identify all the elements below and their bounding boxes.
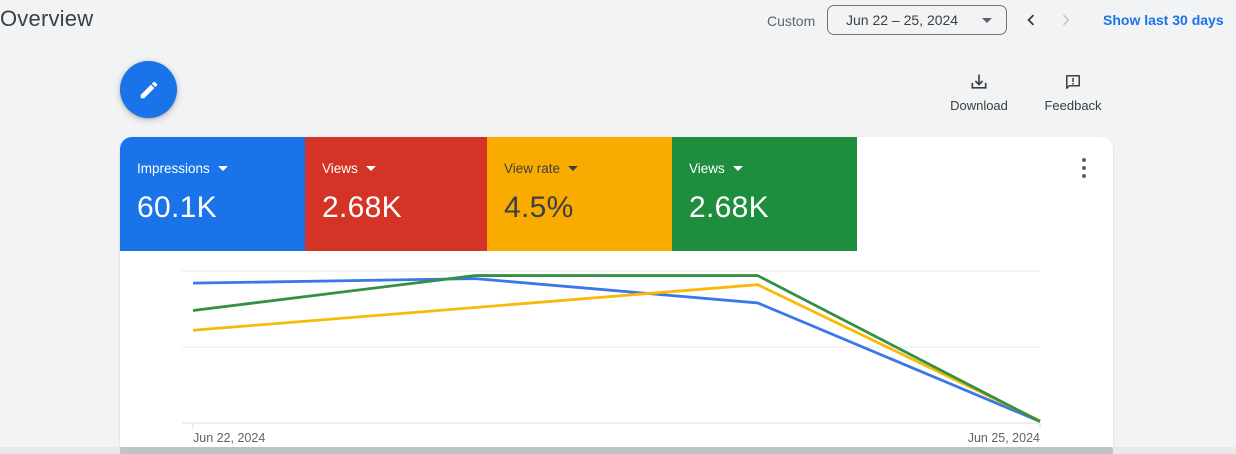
chevron-down-icon (568, 166, 579, 171)
metric-label: Views (689, 161, 725, 176)
chart-line-impressions (192, 277, 1041, 423)
chevron-down-icon (217, 166, 228, 171)
metric-dropdown-views-2[interactable]: Views (689, 161, 743, 176)
date-range-dropdown[interactable]: Jun 22 – 25, 2024 (827, 5, 1007, 35)
download-button[interactable]: Download (937, 66, 1021, 113)
page-title: Overview (0, 6, 94, 31)
metric-value: 4.5% (504, 191, 574, 224)
show-last-30-days-link[interactable]: Show last 30 days (1103, 12, 1224, 28)
metric-dropdown-view-rate[interactable]: View rate (504, 161, 579, 176)
edit-fab-button[interactable] (120, 61, 177, 118)
chart-line-views (192, 274, 1041, 423)
chevron-down-icon (732, 166, 743, 171)
metric-label: Views (322, 161, 358, 176)
pencil-icon (140, 81, 157, 98)
metric-card-views-2[interactable]: Views 2.68K (672, 137, 857, 251)
date-mode-label: Custom (767, 13, 816, 29)
download-icon (971, 74, 987, 89)
metric-value: 60.1K (137, 191, 217, 224)
chevron-left-icon (1027, 14, 1035, 26)
horizontal-scrollbar[interactable] (120, 447, 1113, 454)
chart-line-view-rate (192, 283, 1041, 422)
feedback-label: Feedback (1044, 98, 1102, 113)
next-date-range-button (1053, 7, 1079, 33)
overview-report-card: Impressions 60.1K Views 2.68K View rate … (120, 137, 1113, 447)
chevron-down-icon (982, 17, 992, 23)
metric-card-views[interactable]: Views 2.68K (305, 137, 487, 251)
x-axis-label-end: Jun 25, 2024 (968, 431, 1040, 445)
date-range-value: Jun 22 – 25, 2024 (846, 12, 959, 28)
chevron-down-icon (365, 166, 376, 171)
metric-cards-row: Impressions 60.1K Views 2.68K View rate … (120, 137, 857, 251)
kebab-menu-icon (1082, 158, 1086, 162)
metric-card-view-rate[interactable]: View rate 4.5% (487, 137, 672, 251)
chart-series-group (192, 274, 1041, 423)
feedback-icon (1066, 75, 1080, 89)
line-chart: Jun 22, 2024 Jun 25, 2024 (182, 270, 1041, 445)
download-label: Download (950, 98, 1008, 113)
metric-dropdown-views[interactable]: Views (322, 161, 376, 176)
feedback-button[interactable]: Feedback (1031, 66, 1115, 113)
x-axis-label-start: Jun 22, 2024 (193, 431, 265, 445)
metric-dropdown-impressions[interactable]: Impressions (137, 161, 228, 176)
metric-value: 2.68K (322, 191, 402, 224)
metric-card-impressions[interactable]: Impressions 60.1K (120, 137, 305, 251)
card-overflow-menu-button[interactable] (1071, 151, 1097, 185)
metric-label: View rate (504, 161, 561, 176)
metric-value: 2.68K (689, 191, 769, 224)
chevron-right-icon (1062, 14, 1070, 26)
metric-label: Impressions (137, 161, 210, 176)
prev-date-range-button[interactable] (1018, 7, 1044, 33)
